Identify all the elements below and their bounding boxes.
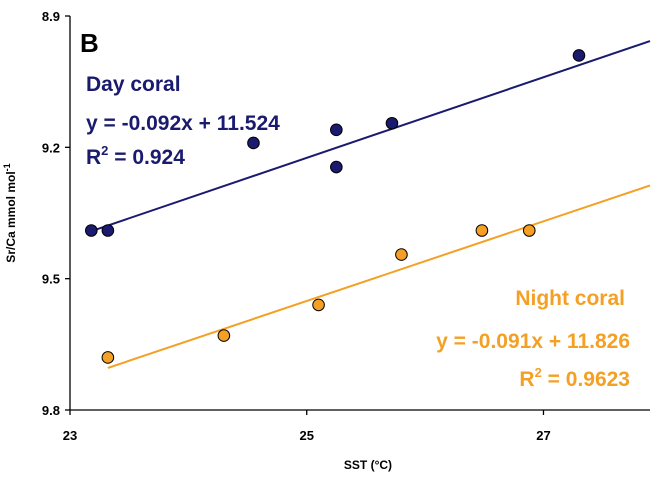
svg-text:Sr/Ca mmol mol-1: Sr/Ca mmol mol-1 <box>2 163 18 262</box>
y-tick-label: 9.5 <box>42 272 60 287</box>
day-coral-r-squared: R2 = 0.924 <box>86 143 185 169</box>
day-coral-equation: y = -0.092x + 11.524 <box>86 112 280 135</box>
panel-label: B <box>80 28 99 58</box>
day-coral-fit-line <box>90 40 651 233</box>
axis-ticks: 8.9 9.2 9.5 9.823 25 27 <box>42 9 551 443</box>
y-axis-title-main: Sr/Ca mmol mol <box>4 171 18 262</box>
night-coral-equation: y = -0.091x + 11.826 <box>436 330 630 353</box>
day-coral-label: Day coral <box>86 73 181 96</box>
night-coral-point <box>395 248 408 261</box>
night-coral-point <box>101 351 115 364</box>
night-coral-point <box>522 224 536 237</box>
night-coral-point <box>312 298 325 312</box>
x-axis-title: SST (°C) <box>344 458 392 472</box>
night-coral-fit-line <box>107 184 651 369</box>
y-axis-title-superscript: -1 <box>2 163 12 171</box>
day-coral-point <box>101 224 115 237</box>
x-tick-label: 23 <box>63 428 77 443</box>
regression-lines <box>90 40 651 369</box>
y-tick-label: 9.2 <box>42 140 60 155</box>
day-coral-point <box>330 160 343 174</box>
day-coral-point <box>330 123 343 137</box>
night-coral-point <box>217 329 231 342</box>
night-coral-r-squared: R2 = 0.9623 <box>519 365 630 391</box>
x-tick-label: 27 <box>536 428 550 443</box>
day-coral-point <box>572 49 586 62</box>
x-tick-label: 25 <box>300 428 314 443</box>
data-points <box>85 49 586 364</box>
day-coral-point <box>247 136 260 150</box>
day-coral-point <box>85 224 98 237</box>
y-tick-label: 9.8 <box>42 403 60 418</box>
night-coral-point <box>475 224 489 237</box>
day-coral-annotation: Day coral y = -0.092x + 11.524 R2 = 0.92… <box>86 73 280 169</box>
y-tick-label: 8.9 <box>42 9 60 24</box>
y-axis-title: Sr/Ca mmol mol-1 <box>2 163 18 262</box>
day-coral-point <box>385 116 399 130</box>
night-coral-label: Night coral <box>515 287 625 310</box>
night-coral-annotation: Night coral y = -0.091x + 11.826 R2 = 0.… <box>436 287 630 391</box>
plot-area <box>69 16 650 411</box>
